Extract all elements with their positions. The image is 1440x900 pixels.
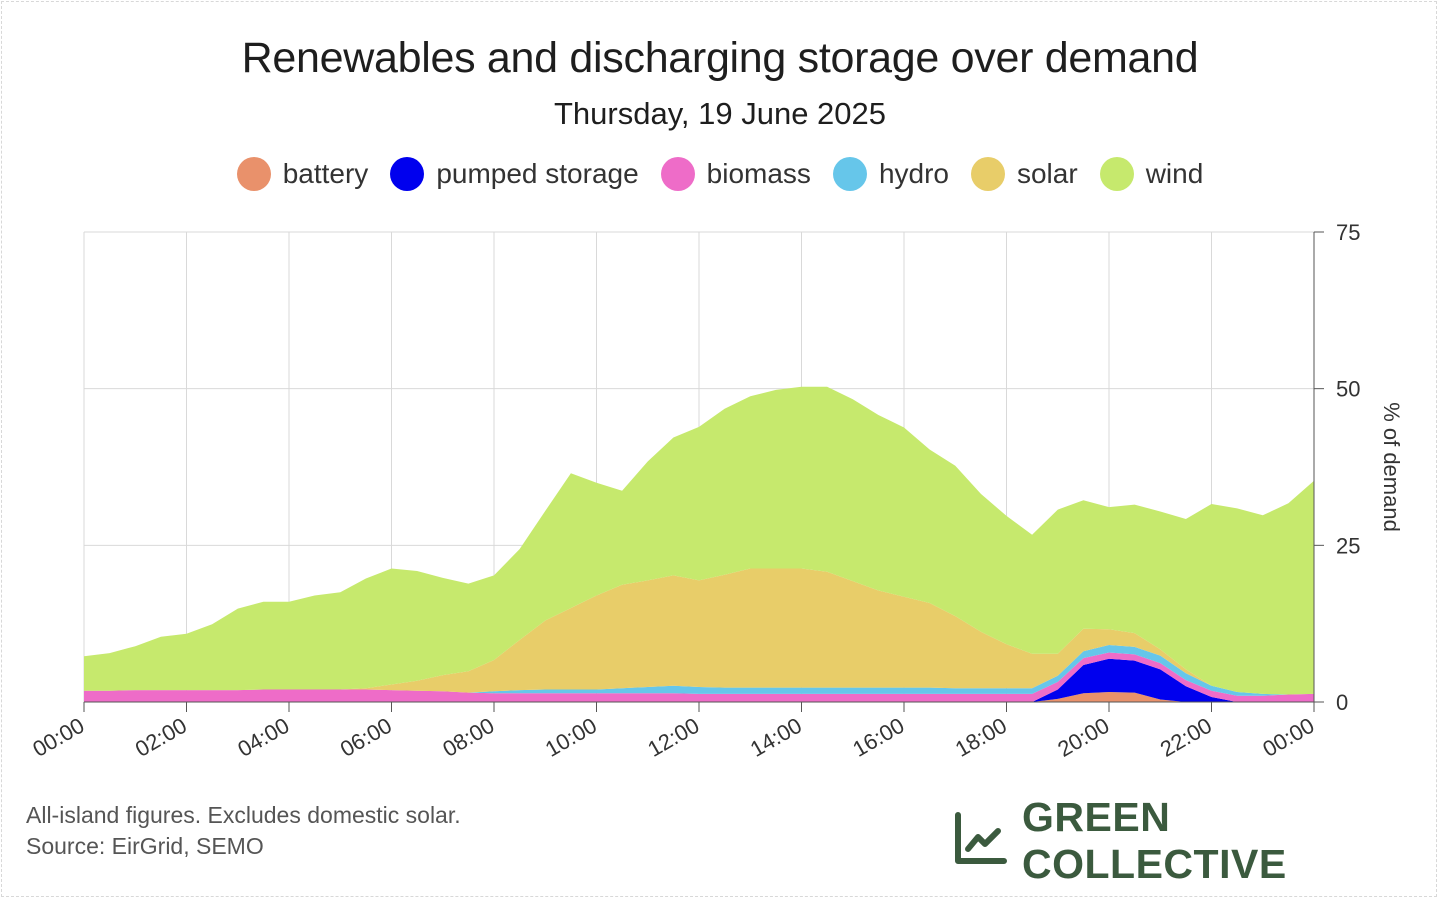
x-tick-label: 10:00 xyxy=(541,713,601,762)
legend-label: biomass xyxy=(706,158,811,189)
chart-title: Renewables and discharging storage over … xyxy=(241,34,1199,82)
legend-label: wind xyxy=(1145,158,1204,189)
x-tick-label: 00:00 xyxy=(28,713,88,762)
legend-item-battery[interactable]: battery xyxy=(236,157,369,191)
area-wind xyxy=(84,386,1314,695)
y-tick-label: 0 xyxy=(1336,690,1348,715)
x-tick-label: 16:00 xyxy=(848,713,908,762)
x-tick-label: 22:00 xyxy=(1156,713,1216,762)
line-chart-icon xyxy=(952,811,1008,872)
x-tick-label: 18:00 xyxy=(951,713,1011,762)
legend-swatch xyxy=(660,157,695,191)
x-tick-label: 06:00 xyxy=(336,713,396,762)
legend-label: battery xyxy=(282,158,369,189)
x-tick-label: 12:00 xyxy=(643,713,703,762)
area-solar xyxy=(84,568,1314,695)
area-battery xyxy=(84,692,1314,702)
footnote-description: All-island figures. Excludes domestic so… xyxy=(26,802,461,828)
legend-item-wind[interactable]: wind xyxy=(1099,157,1204,191)
legend-item-biomass[interactable]: biomass xyxy=(660,157,811,191)
chart-subtitle: Thursday, 19 June 2025 xyxy=(553,96,887,131)
chart-legend: battery pumped storage biomass hydro solar wi… xyxy=(0,152,1440,196)
y-tick-label: 75 xyxy=(1336,220,1360,245)
footnote-source: Source: EirGrid, SEMO xyxy=(26,833,264,859)
legend-item-pumped-storage[interactable]: pumped storage xyxy=(390,157,639,191)
x-tick-label: 20:00 xyxy=(1053,713,1113,762)
footnote: All-island figures. Excludes domestic so… xyxy=(26,800,461,862)
x-tick-label: 04:00 xyxy=(233,713,293,762)
x-tick-label: 00:00 xyxy=(1258,713,1318,762)
legend-item-hydro[interactable]: hydro xyxy=(832,157,949,191)
legend-label: solar xyxy=(1016,158,1078,189)
x-tick-label: 14:00 xyxy=(746,713,806,762)
area-series-group xyxy=(84,386,1314,702)
brand-name: GREEN COLLECTIVE xyxy=(1022,794,1287,887)
legend-swatch xyxy=(390,157,425,191)
legend-label: hydro xyxy=(878,158,949,189)
y-tick-label: 50 xyxy=(1336,377,1360,402)
area-hydro xyxy=(84,645,1314,696)
legend-swatch xyxy=(1099,157,1134,191)
area-pumped-storage xyxy=(84,658,1314,702)
legend-swatch xyxy=(236,157,271,191)
area-biomass xyxy=(84,652,1314,702)
legend-label: pumped storage xyxy=(436,158,639,189)
y-tick-label: 25 xyxy=(1336,533,1360,558)
legend-item-solar[interactable]: solar xyxy=(970,157,1078,191)
y-axis-label: % of demand xyxy=(1379,402,1404,532)
brand-logo: GREEN COLLECTIVE xyxy=(952,794,1440,887)
x-tick-label: 08:00 xyxy=(438,713,498,762)
x-tick-label: 02:00 xyxy=(131,713,191,762)
legend-swatch xyxy=(970,157,1005,191)
legend-swatch xyxy=(832,157,867,191)
